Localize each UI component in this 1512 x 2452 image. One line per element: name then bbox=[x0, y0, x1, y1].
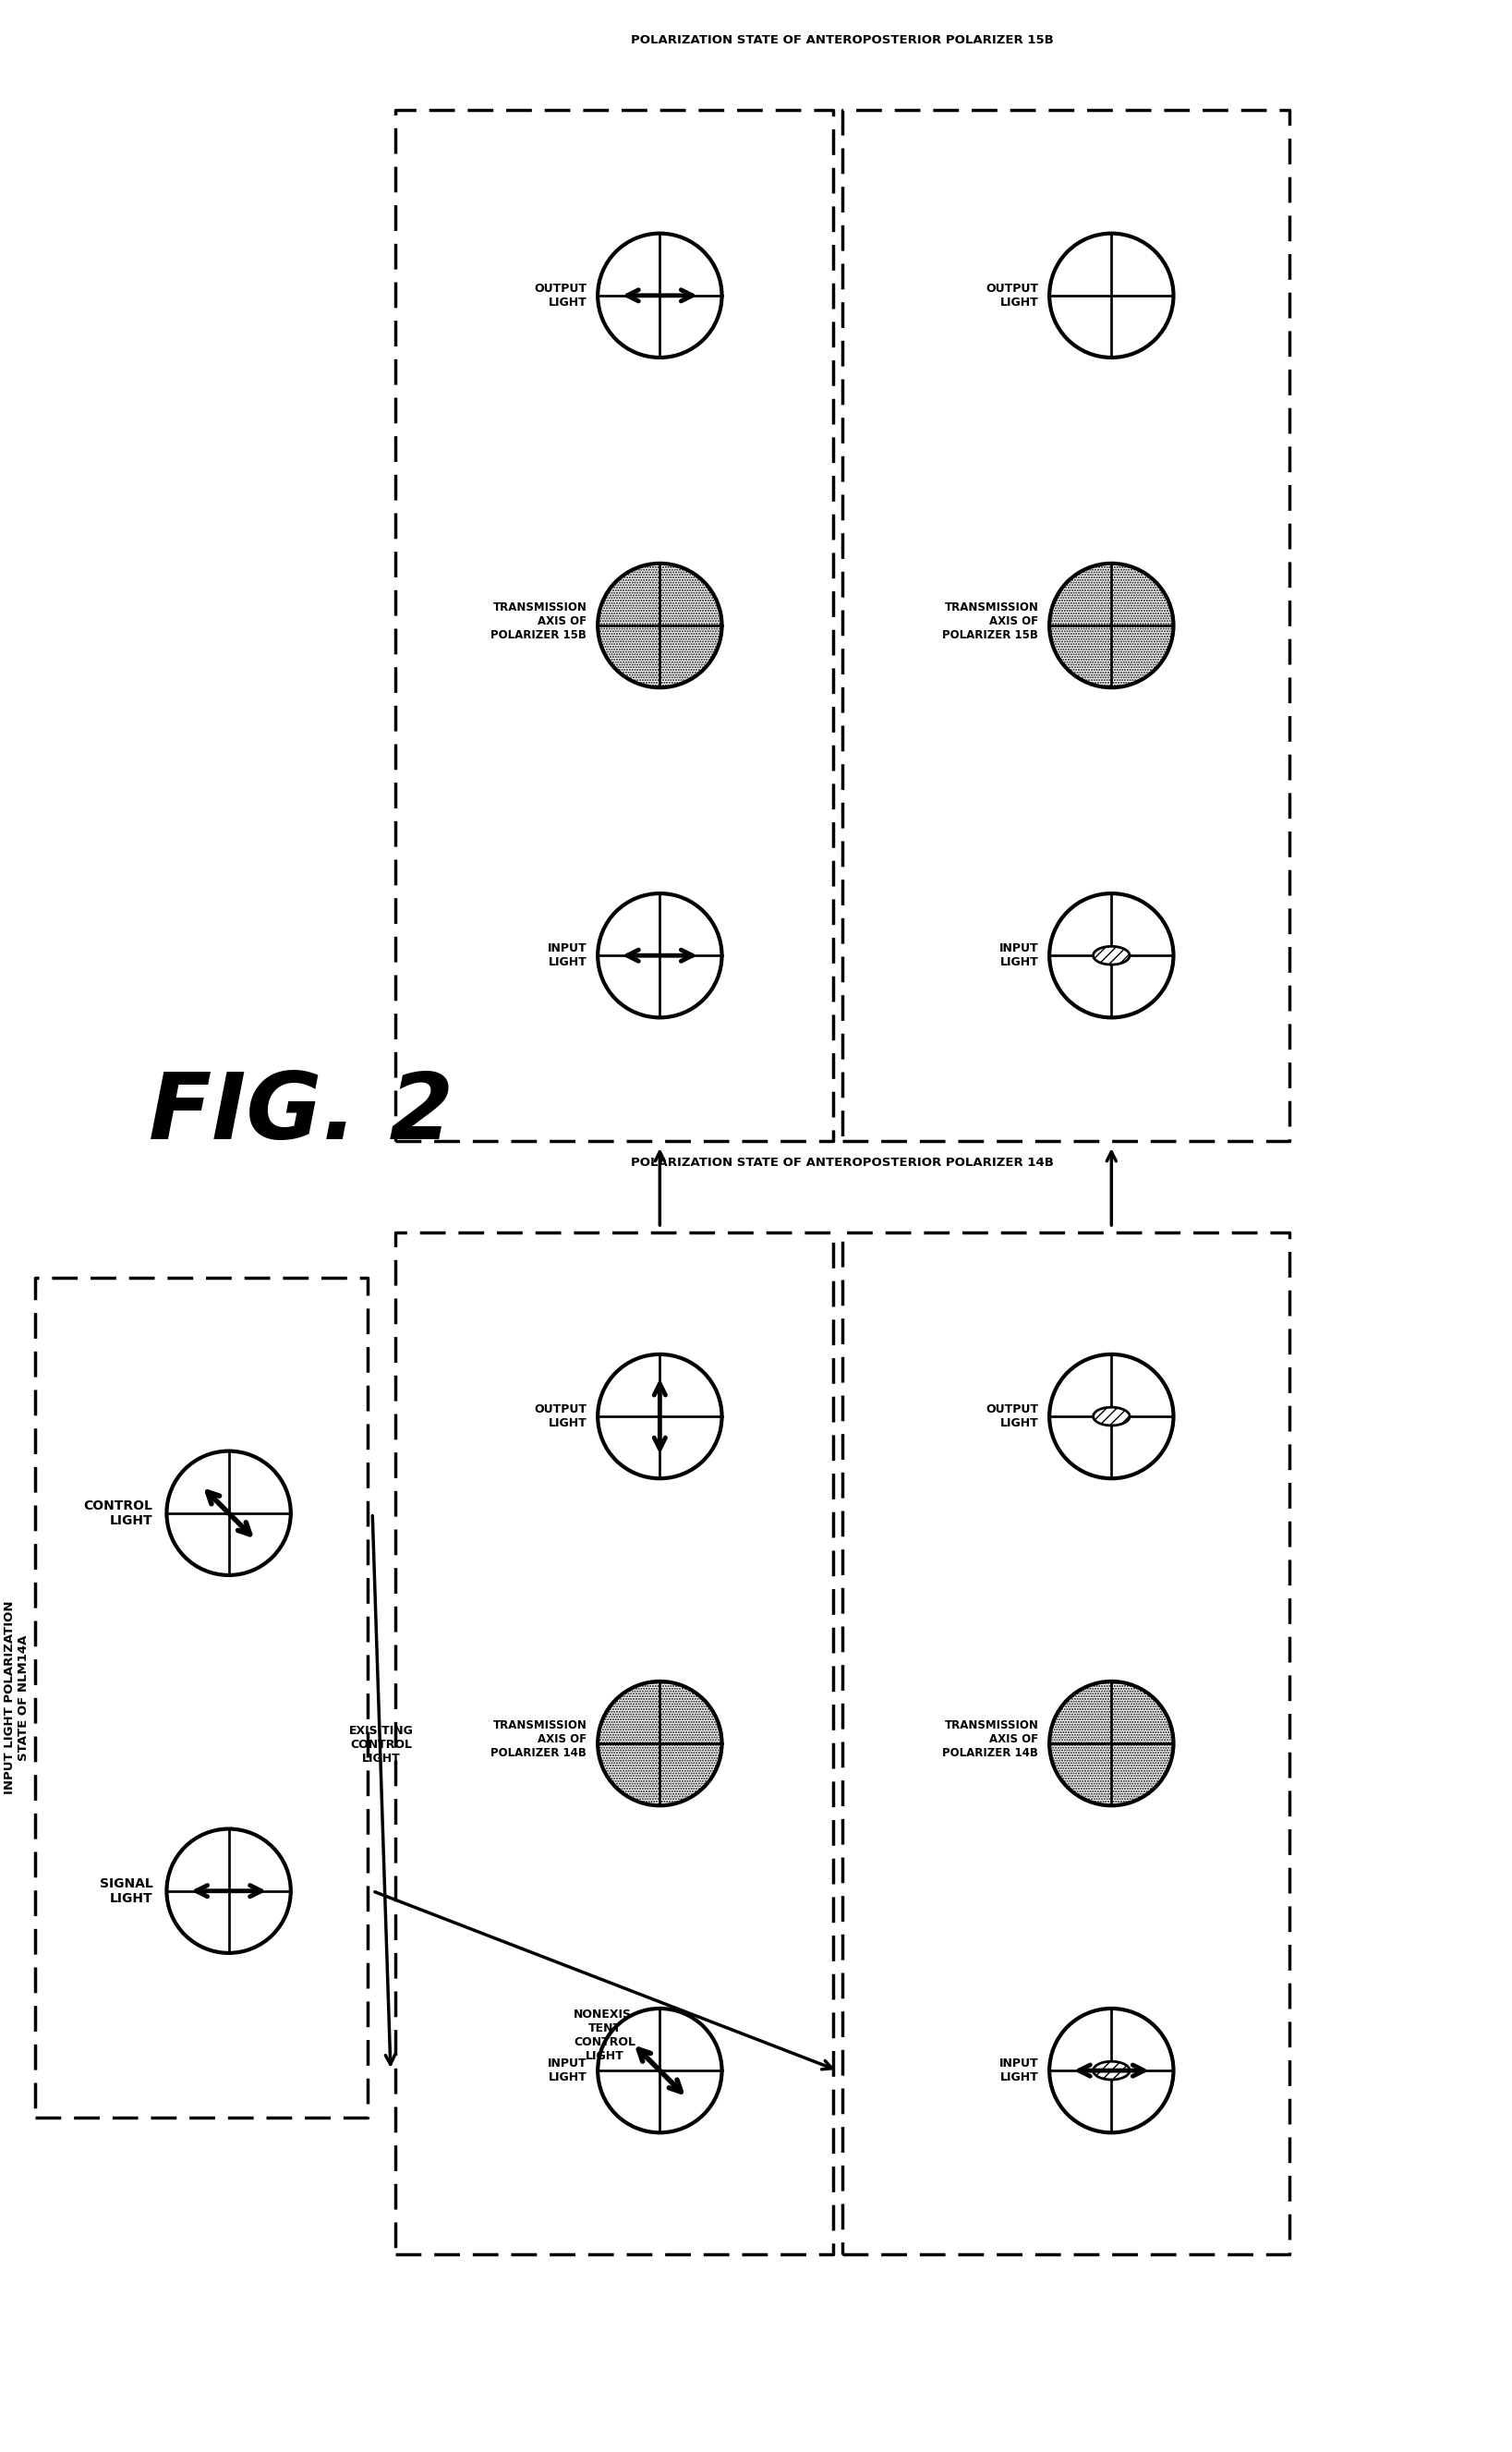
Ellipse shape bbox=[1093, 1407, 1129, 1425]
Text: TRANSMISSION
AXIS OF
POLARIZER 14B: TRANSMISSION AXIS OF POLARIZER 14B bbox=[491, 1719, 587, 1758]
Text: POLARIZATION STATE OF ANTEROPOSTERIOR POLARIZER 15B: POLARIZATION STATE OF ANTEROPOSTERIOR PO… bbox=[631, 34, 1054, 47]
Text: OUTPUT
LIGHT: OUTPUT LIGHT bbox=[534, 1403, 587, 1430]
Text: TRANSMISSION
AXIS OF
POLARIZER 15B: TRANSMISSION AXIS OF POLARIZER 15B bbox=[942, 601, 1039, 640]
Ellipse shape bbox=[1093, 2062, 1129, 2079]
Text: INPUT
LIGHT: INPUT LIGHT bbox=[999, 2057, 1039, 2084]
Text: EXISITING
CONTROL
LIGHT: EXISITING CONTROL LIGHT bbox=[349, 1724, 414, 1765]
Text: INPUT LIGHT POLARIZATION
STATE OF NLM14A: INPUT LIGHT POLARIZATION STATE OF NLM14A bbox=[3, 1601, 30, 1795]
Text: OUTPUT
LIGHT: OUTPUT LIGHT bbox=[534, 282, 587, 309]
Circle shape bbox=[1049, 564, 1173, 687]
Text: POLARIZATION STATE OF ANTEROPOSTERIOR POLARIZER 14B: POLARIZATION STATE OF ANTEROPOSTERIOR PO… bbox=[631, 1157, 1054, 1170]
Text: INPUT
LIGHT: INPUT LIGHT bbox=[999, 942, 1039, 969]
Text: NONEXIS-
TENT
CONTROL
LIGHT: NONEXIS- TENT CONTROL LIGHT bbox=[573, 2008, 637, 2062]
Circle shape bbox=[1049, 1682, 1173, 1805]
Text: TRANSMISSION
AXIS OF
POLARIZER 14B: TRANSMISSION AXIS OF POLARIZER 14B bbox=[942, 1719, 1039, 1758]
Text: OUTPUT
LIGHT: OUTPUT LIGHT bbox=[986, 282, 1039, 309]
Text: INPUT
LIGHT: INPUT LIGHT bbox=[547, 942, 587, 969]
Text: OUTPUT
LIGHT: OUTPUT LIGHT bbox=[986, 1403, 1039, 1430]
Text: INPUT
LIGHT: INPUT LIGHT bbox=[547, 2057, 587, 2084]
Text: TRANSMISSION
AXIS OF
POLARIZER 15B: TRANSMISSION AXIS OF POLARIZER 15B bbox=[491, 601, 587, 640]
Circle shape bbox=[597, 564, 721, 687]
Text: CONTROL
LIGHT: CONTROL LIGHT bbox=[83, 1498, 153, 1528]
Circle shape bbox=[597, 1682, 721, 1805]
Text: FIG. 2: FIG. 2 bbox=[148, 1069, 454, 1157]
Ellipse shape bbox=[1093, 946, 1129, 964]
Text: SIGNAL
LIGHT: SIGNAL LIGHT bbox=[100, 1876, 153, 1905]
